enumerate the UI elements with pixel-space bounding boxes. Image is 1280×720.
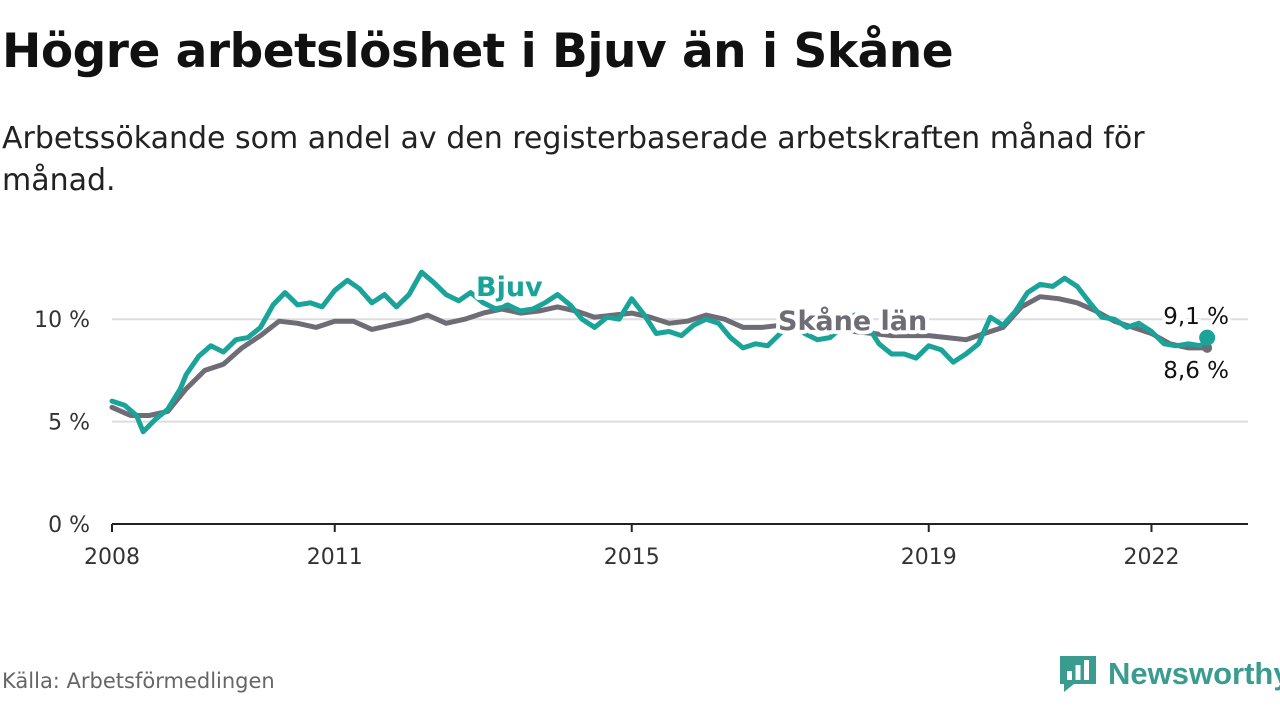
- x-tick-label: 2008: [84, 545, 140, 570]
- y-tick-label: 10 %: [34, 308, 90, 333]
- series-line-bjuv: [109, 269, 1210, 435]
- brand-name: Newsworthy: [1108, 656, 1280, 691]
- chart-title: Högre arbetslöshet i Bjuv än i Skåne: [2, 24, 954, 79]
- y-tick-label: 5 %: [48, 411, 90, 436]
- brand-logo[interactable]: Newsworthy: [1058, 652, 1280, 696]
- x-tick-label: 2015: [604, 545, 660, 570]
- x-tick-label: 2019: [901, 545, 957, 570]
- series-label-skane: Skåne län: [778, 305, 927, 337]
- source-note: Källa: Arbetsförmedlingen: [2, 669, 275, 693]
- end-value-label-bjuv: 9,1 %: [1163, 304, 1229, 330]
- newsworthy-logo-icon: [1060, 656, 1096, 692]
- series-line-skane: [109, 294, 1210, 418]
- series-label-bjuv: Bjuv: [476, 272, 543, 303]
- x-tick-label: 2011: [307, 545, 363, 570]
- x-tick-label: 2022: [1123, 545, 1179, 570]
- y-tick-label: 0 %: [48, 513, 90, 538]
- end-value-label-skane: 8,6 %: [1163, 358, 1229, 384]
- series-endpoint-bjuv: [1199, 329, 1216, 346]
- series-endpoint-skane: [1202, 342, 1213, 353]
- chart-subtitle: Arbetssökande som andel av den registerb…: [2, 121, 1145, 198]
